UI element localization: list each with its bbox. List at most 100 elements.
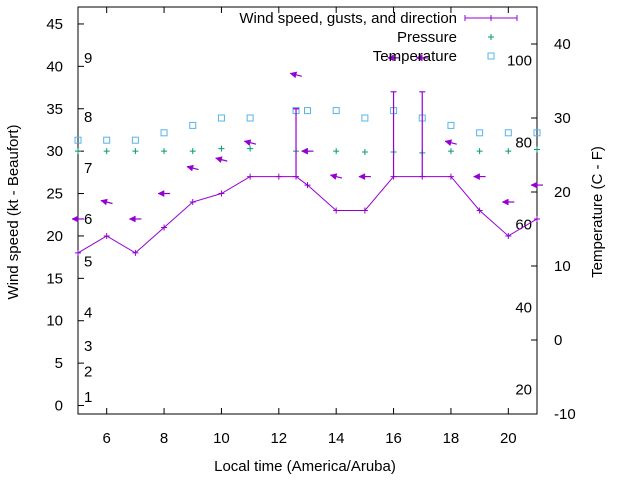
wind-speed-point bbox=[247, 173, 254, 180]
pressure-point bbox=[476, 148, 483, 155]
y2-tick-label: 0 bbox=[554, 332, 562, 349]
beaufort-label: 7 bbox=[84, 160, 92, 177]
wind-direction-arrow bbox=[289, 71, 302, 79]
arrow-head bbox=[100, 198, 108, 206]
temperature-point bbox=[160, 129, 168, 137]
legend: Wind speed, gusts, and direction Pressur… bbox=[239, 10, 518, 65]
temperature-point bbox=[304, 107, 311, 115]
pressure-point bbox=[189, 148, 196, 155]
x-tick-label: 20 bbox=[500, 430, 517, 447]
temperature-point bbox=[74, 136, 82, 144]
fahrenheit-label: 60 bbox=[515, 217, 532, 234]
pressure-point bbox=[247, 145, 254, 152]
wind-direction-arrow bbox=[71, 215, 84, 223]
wind-speed-point bbox=[447, 173, 454, 180]
arrow-head bbox=[289, 71, 298, 79]
pressure-point bbox=[132, 148, 139, 155]
fahrenheit-label: 20 bbox=[515, 382, 532, 399]
wind-gust-bar bbox=[419, 91, 426, 177]
wind-speed-point bbox=[218, 190, 225, 197]
y2-axis-label: Temperature (C - F) bbox=[589, 146, 606, 278]
fahrenheit-label: 100 bbox=[507, 52, 532, 69]
pressure-point bbox=[161, 148, 168, 155]
y-tick-label: 10 bbox=[46, 313, 63, 330]
x-tick-label: 12 bbox=[270, 430, 287, 447]
wind-direction-arrow bbox=[415, 54, 429, 62]
x-tick-label: 6 bbox=[103, 430, 111, 447]
y2-tick-label: 30 bbox=[554, 110, 571, 127]
temperature-point bbox=[361, 114, 369, 122]
wind-direction-arrow bbox=[100, 198, 113, 206]
arrow-head bbox=[415, 54, 423, 62]
wind-direction-arrow bbox=[387, 54, 400, 62]
legend-sample-wind bbox=[464, 15, 518, 21]
wind-direction-arrow bbox=[358, 173, 371, 180]
wind-direction-arrow bbox=[444, 139, 457, 147]
arrow-head bbox=[329, 173, 338, 180]
wind-speed-point bbox=[189, 199, 196, 206]
fahrenheit-label: 40 bbox=[515, 299, 532, 316]
pressure-point bbox=[333, 148, 340, 155]
x-axis-label: Local time (America/Aruba) bbox=[214, 458, 396, 475]
wind-speed-point bbox=[333, 207, 340, 214]
wind-speed-point bbox=[476, 207, 483, 214]
fahrenheit-label: 80 bbox=[515, 134, 532, 151]
x-tick-label: 18 bbox=[443, 430, 460, 447]
legend-label-pressure: Pressure bbox=[397, 29, 457, 46]
wind-speed-line bbox=[77, 176, 538, 254]
beaufort-label: 6 bbox=[84, 211, 92, 228]
temperature-point bbox=[246, 114, 254, 122]
wind-direction-arrow bbox=[530, 181, 543, 189]
beaufort-label: 4 bbox=[84, 304, 92, 321]
wind-speed-point bbox=[534, 215, 540, 222]
arrow-head bbox=[71, 215, 79, 223]
wind-speed-point bbox=[304, 182, 311, 189]
wind-direction-arrow bbox=[157, 190, 171, 197]
temperature-point bbox=[533, 129, 541, 137]
beaufort-label: 8 bbox=[84, 109, 92, 126]
y-tick-label: 20 bbox=[46, 228, 63, 245]
temperature-point bbox=[447, 121, 455, 129]
arrow-head bbox=[243, 139, 252, 147]
wind-speed-point bbox=[161, 224, 168, 231]
wind-speed-point bbox=[361, 207, 368, 214]
pressure-point bbox=[218, 145, 225, 152]
wind-speed-point bbox=[275, 173, 282, 180]
wind-speed-point bbox=[103, 232, 110, 239]
arrow-head bbox=[157, 190, 165, 197]
wind-series bbox=[75, 91, 540, 256]
y2-tick-label: 10 bbox=[554, 258, 571, 275]
pressure-point bbox=[505, 148, 512, 155]
wind-direction-arrow bbox=[215, 156, 228, 163]
legend-label-wind: Wind speed, gusts, and direction bbox=[239, 10, 457, 27]
temperature-point bbox=[476, 129, 484, 137]
beaufort-label: 5 bbox=[84, 253, 92, 270]
wind-gust-bar bbox=[293, 108, 300, 177]
y2-tick-label: -10 bbox=[554, 406, 576, 423]
temperature-point bbox=[131, 136, 139, 144]
legend-sample-temperature bbox=[487, 52, 495, 60]
beaufort-label: 2 bbox=[84, 364, 92, 381]
y-tick-label: 40 bbox=[46, 58, 63, 75]
pressure-point bbox=[361, 148, 368, 155]
wind-speed-point bbox=[505, 232, 512, 239]
plot-border bbox=[77, 6, 538, 415]
axis-ticks: 6 8 10 12 14 16 18 20051015202530354045-1001020… bbox=[46, 7, 576, 447]
y2-tick-label: 40 bbox=[554, 36, 571, 53]
arrow-head bbox=[444, 139, 453, 147]
temperature-point bbox=[332, 107, 340, 115]
wind-direction-arrow bbox=[243, 139, 257, 147]
beaufort-label: 3 bbox=[84, 338, 92, 355]
pressure-point bbox=[534, 146, 540, 153]
pressure-point bbox=[447, 148, 454, 155]
y-tick-label: 30 bbox=[46, 143, 63, 160]
wind-direction-arrow bbox=[128, 215, 142, 223]
wind-speed-point bbox=[75, 249, 81, 256]
fahrenheit-scale: 20 40 60 80 100 bbox=[507, 52, 532, 398]
x-tick-label: 10 bbox=[213, 430, 230, 447]
temperature-point bbox=[504, 129, 512, 137]
y-tick-label: 35 bbox=[46, 101, 63, 118]
x-tick-label: 16 bbox=[385, 430, 402, 447]
arrow-head bbox=[501, 198, 509, 206]
y-tick-label: 0 bbox=[55, 398, 63, 415]
